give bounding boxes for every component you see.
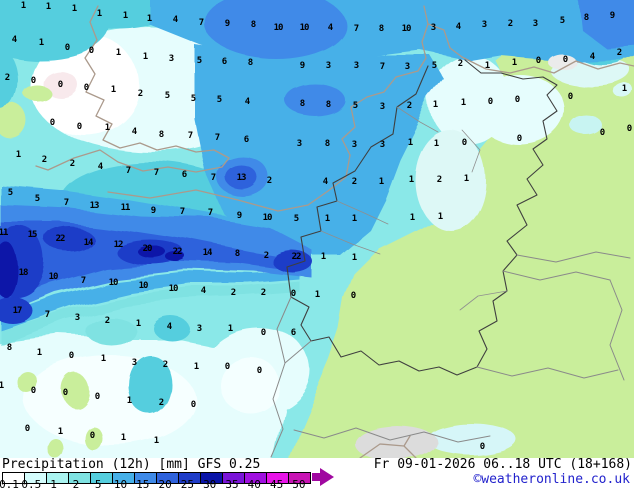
borders: [35, 5, 634, 458]
legend-tick-label: 45: [269, 478, 284, 490]
germany-border: [286, 59, 558, 376]
legend-tick-label: 25: [180, 478, 195, 490]
legend-arrow-tail: [312, 473, 320, 481]
legend-tick-label: 0.5: [21, 478, 42, 490]
legend-tick-label: 2: [72, 478, 80, 490]
legend-tick-label: 35: [225, 478, 239, 490]
legend-color-box: [69, 473, 91, 483]
legend-color-box: [245, 473, 267, 483]
dry-land-region: [290, 42, 634, 458]
map-svg: [0, 0, 634, 458]
state-borders: [320, 106, 508, 311]
legend-color-box: [113, 473, 135, 483]
legend-tick-label: 5: [94, 478, 102, 490]
legend-tick-label: 0.1: [0, 478, 19, 490]
legend-tick-label: 40: [247, 478, 261, 490]
coastlines: [35, 5, 634, 458]
legend-color-box: [201, 473, 223, 483]
map-title: Precipitation (12h) [mm] GFS 0.25: [2, 457, 261, 472]
legend-tick-label: 10: [113, 478, 128, 490]
legend-color-box: [91, 473, 113, 483]
valid-datetime: Fr 09-01-2026 06..18 UTC (18+168): [373, 457, 632, 472]
precipitation-map: 1 1 1 1 1 1 4 7 9 8 10 10 4 7 8 10 3 4 3 2 3 5 8 9 4 1 0 0 1 1 3 5 6 8 9 3 3…: [0, 0, 634, 458]
legend-scale: [2, 472, 311, 484]
legend-tick-label: 15: [136, 478, 150, 490]
legend-bar: Precipitation (12h) [mm] GFS 0.25 Fr 09-…: [0, 458, 634, 490]
legend-color-box: [157, 473, 179, 483]
copyright-link: ©weatheronline.co.uk: [473, 472, 630, 487]
legend-tick-label: 50: [292, 478, 306, 490]
legend-tick-label: 30: [203, 478, 217, 490]
country-borders: [270, 251, 631, 458]
legend-color-box: [3, 473, 25, 483]
legend-color-box: [25, 473, 47, 483]
legend-arrow-icon: [320, 468, 334, 486]
legend-color-box: [223, 473, 245, 483]
legend-color-box: [289, 473, 310, 483]
legend-color-box: [267, 473, 289, 483]
legend-tick-label: 20: [158, 478, 172, 490]
legend-color-box: [179, 473, 201, 483]
legend-tick-label: 1: [50, 478, 57, 490]
precip-field: [0, 0, 634, 458]
legend-color-box: [47, 473, 69, 483]
legend-color-box: [135, 473, 157, 483]
